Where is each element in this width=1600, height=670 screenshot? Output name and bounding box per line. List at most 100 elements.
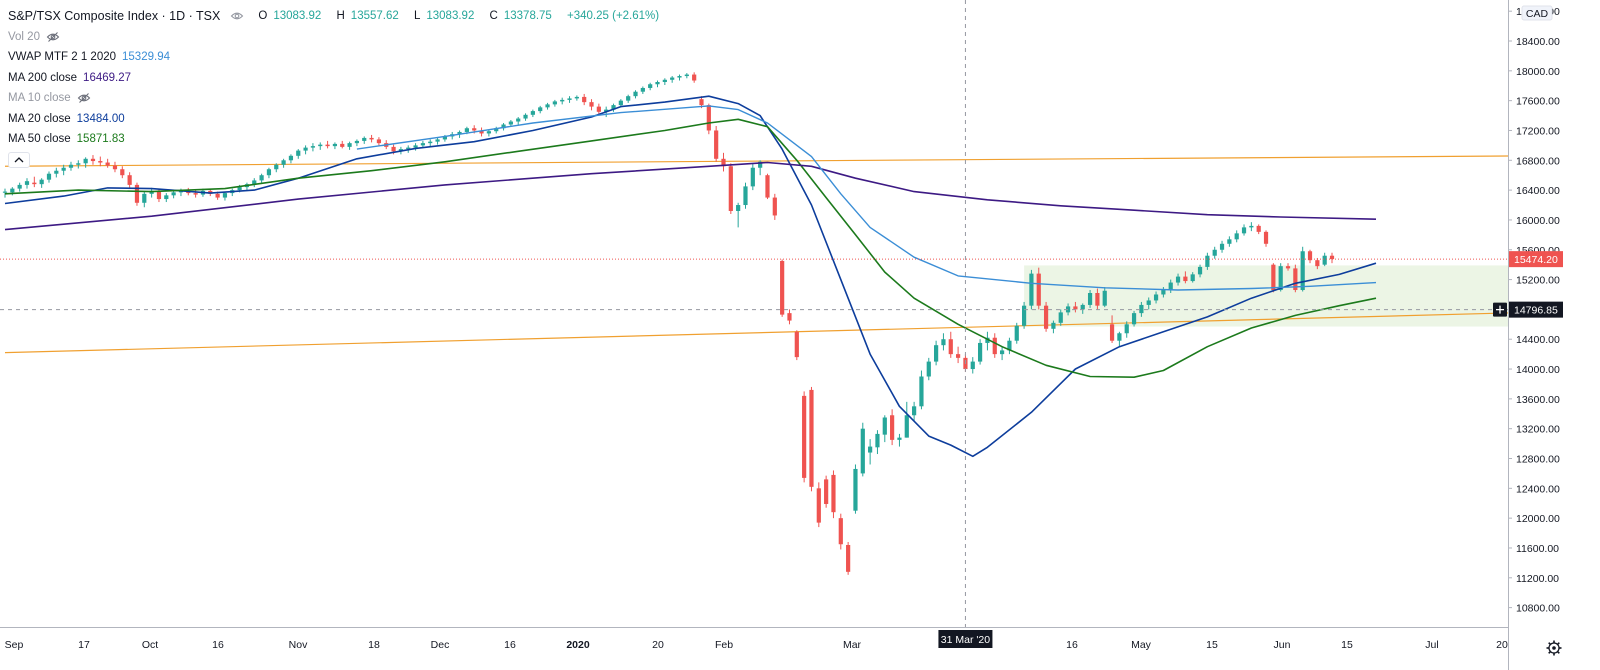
- price-tick-label: 14000.00: [1516, 364, 1560, 376]
- candle: [633, 90, 638, 99]
- candle-body: [442, 136, 447, 140]
- gear-icon[interactable]: [1546, 640, 1562, 656]
- candle: [772, 193, 777, 220]
- candle: [1021, 301, 1027, 329]
- candle-body: [1065, 306, 1071, 313]
- price-tick-label: 13600.00: [1516, 394, 1560, 406]
- candle-body: [164, 195, 169, 200]
- candle: [1234, 230, 1239, 243]
- candle-body: [46, 173, 52, 180]
- candle: [846, 542, 851, 575]
- candle: [736, 202, 741, 228]
- symbol-title[interactable]: S&P/TSX Composite Index · 1D · TSX: [8, 9, 221, 23]
- candle: [501, 123, 506, 131]
- indicator-row[interactable]: MA 200 close 16469.27: [8, 68, 665, 89]
- time-tick-label: Dec: [431, 639, 450, 651]
- candle: [560, 97, 565, 105]
- candle-body: [677, 76, 682, 78]
- candle-body: [259, 175, 264, 181]
- price-tick-label: 18400.00: [1516, 36, 1560, 48]
- candle-body: [692, 74, 697, 81]
- candle: [860, 422, 865, 477]
- gear-icon-tooth: [1548, 650, 1552, 654]
- candle-body: [105, 162, 110, 166]
- candle-body: [1161, 290, 1166, 295]
- candle: [362, 136, 367, 144]
- candle-body: [545, 104, 550, 108]
- time-tick-label: Mar: [843, 639, 862, 651]
- candle-body: [538, 107, 543, 112]
- candle-body: [985, 337, 990, 343]
- candle-body: [1014, 325, 1019, 341]
- indicator-row[interactable]: VWAP MTF 2 1 2020 15329.94: [8, 47, 665, 68]
- currency-badge[interactable]: CAD: [1521, 5, 1553, 21]
- candle: [1139, 301, 1144, 317]
- candle: [831, 470, 836, 519]
- candle-body: [831, 474, 836, 513]
- candle: [538, 105, 543, 114]
- candle: [802, 391, 807, 483]
- crosshair-plus-icon[interactable]: [1493, 302, 1507, 317]
- candle-body: [296, 150, 301, 156]
- open-label: O: [258, 10, 268, 22]
- candle-body: [743, 186, 748, 206]
- candle: [904, 401, 909, 438]
- candle: [1102, 287, 1107, 308]
- candle-body: [1315, 260, 1320, 267]
- indicator-value: 15329.94: [122, 51, 170, 63]
- candle: [1175, 273, 1181, 286]
- indicator-row[interactable]: MA 50 close 15871.83: [8, 129, 665, 150]
- candle-body: [1175, 276, 1181, 283]
- candle: [1205, 252, 1210, 270]
- indicator-row[interactable]: Vol 20: [8, 27, 665, 48]
- price-tick-label: 17200.00: [1516, 125, 1560, 137]
- crosshair-price-label: 14796.85: [1509, 301, 1563, 318]
- candle-body: [1029, 273, 1034, 306]
- candle-body: [633, 91, 638, 97]
- candle: [912, 401, 917, 422]
- candle: [90, 155, 96, 165]
- candle-body: [574, 96, 579, 99]
- gear-icon-hub: [1552, 646, 1556, 650]
- candle: [648, 82, 653, 91]
- candle-body: [1307, 251, 1313, 261]
- candle: [1183, 271, 1188, 284]
- candle: [977, 339, 983, 365]
- candle: [824, 475, 829, 508]
- indicator-row[interactable]: MA 20 close 13484.00: [8, 109, 665, 130]
- candle-body: [868, 446, 873, 453]
- candle: [369, 134, 374, 143]
- price-tick-label: 10800.00: [1516, 603, 1560, 615]
- candle-body: [765, 175, 770, 198]
- candle-body: [406, 147, 411, 150]
- candle: [1241, 224, 1247, 236]
- price-axis[interactable]: [1508, 0, 1600, 670]
- candle: [574, 95, 579, 101]
- candle-body: [809, 389, 814, 487]
- legend-collapse-button[interactable]: [8, 152, 30, 168]
- candle-body: [1146, 300, 1151, 305]
- candle: [611, 103, 616, 112]
- eye-hidden-icon[interactable]: [77, 91, 91, 105]
- price-tick-label: 12000.00: [1516, 513, 1560, 525]
- time-tick-label: 16: [212, 639, 224, 651]
- eye-hidden-icon[interactable]: [46, 30, 60, 44]
- candle-body: [83, 158, 88, 164]
- candle: [83, 157, 88, 168]
- candle-body: [10, 188, 15, 193]
- indicator-row[interactable]: MA 10 close: [8, 88, 665, 109]
- candle: [479, 127, 484, 137]
- candle-body: [626, 96, 631, 101]
- candle-body: [611, 105, 616, 110]
- candle-body: [838, 518, 843, 545]
- candle-body: [1109, 324, 1115, 341]
- candle-body: [494, 128, 499, 132]
- high-label: H: [336, 10, 345, 22]
- candle: [838, 513, 843, 550]
- eye-icon[interactable]: [230, 9, 244, 23]
- candle: [164, 193, 169, 203]
- candle-body: [303, 147, 308, 151]
